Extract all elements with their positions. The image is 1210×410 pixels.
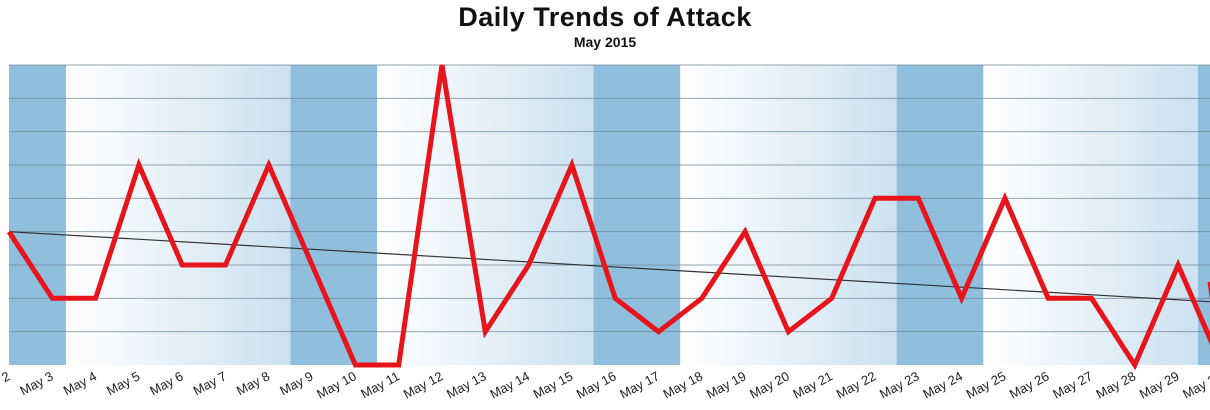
weekend-band bbox=[1198, 65, 1210, 365]
x-tick-label: May 22 bbox=[834, 368, 879, 401]
x-tick-label: May 4 bbox=[61, 368, 99, 398]
x-tick-label: May 27 bbox=[1050, 368, 1095, 401]
trend-line bbox=[8, 231, 1210, 303]
x-tick-label: May 10 bbox=[314, 368, 359, 401]
x-tick-label: May 3 bbox=[17, 368, 55, 398]
x-tick-label: May 16 bbox=[574, 368, 619, 401]
weekend-band bbox=[9, 65, 66, 365]
x-tick-label: May 24 bbox=[920, 368, 965, 401]
x-tick-label: May 5 bbox=[104, 368, 142, 398]
x-tick-label: May 13 bbox=[444, 368, 489, 401]
x-tick-label: May 29 bbox=[1137, 368, 1182, 401]
x-tick-label: May 12 bbox=[401, 368, 446, 401]
x-tick-label: May 19 bbox=[704, 368, 749, 401]
x-tick-label: May 14 bbox=[487, 368, 532, 401]
x-tick-label: May 21 bbox=[790, 368, 835, 401]
weekend-band bbox=[896, 65, 984, 365]
weekday-band bbox=[377, 65, 594, 365]
weekday-band bbox=[983, 65, 1200, 365]
weekend-band bbox=[593, 65, 681, 365]
weekday-band bbox=[680, 65, 897, 365]
x-tick-label: May 20 bbox=[747, 368, 792, 401]
chart-title: Daily Trends of Attack bbox=[458, 2, 752, 32]
x-tick-label: May 6 bbox=[147, 368, 185, 398]
x-tick-label: May 30 bbox=[1180, 368, 1210, 401]
x-tick-label: May 23 bbox=[877, 368, 922, 401]
x-tick-label: May 7 bbox=[191, 368, 229, 398]
series-line bbox=[6, 64, 1210, 371]
x-tick-label: May 2 bbox=[0, 368, 12, 398]
x-tick-label: May 17 bbox=[617, 368, 662, 401]
x-tick-label: May 25 bbox=[964, 368, 1009, 401]
x-tick-label: May 28 bbox=[1094, 368, 1139, 401]
x-tick-label: May 9 bbox=[277, 368, 315, 398]
x-tick-label: May 15 bbox=[531, 368, 576, 401]
x-tick-label: May 26 bbox=[1007, 368, 1052, 401]
x-tick-label: May 8 bbox=[234, 368, 272, 398]
chart-subtitle: May 2015 bbox=[573, 34, 637, 50]
x-tick-label: May 18 bbox=[661, 368, 706, 401]
weekday-band bbox=[65, 65, 291, 365]
x-tick-label: May 11 bbox=[358, 368, 402, 401]
